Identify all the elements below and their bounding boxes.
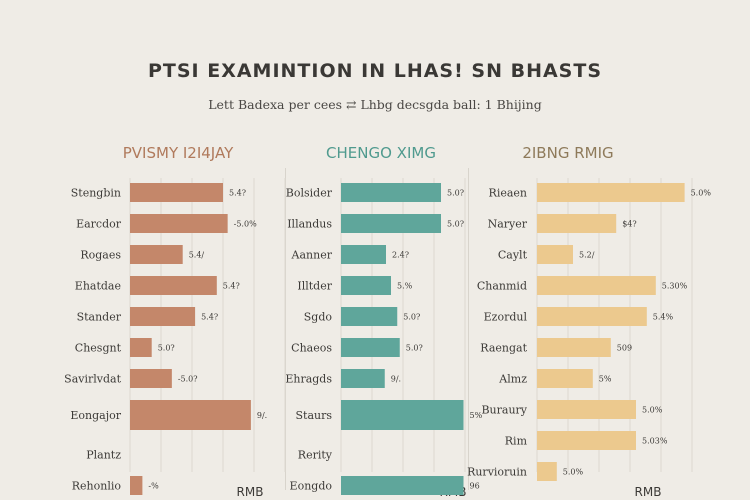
panel-title: 2IBNG RMIG (522, 144, 613, 162)
bar (341, 476, 464, 495)
bar (537, 245, 573, 264)
category-label: Caylt (498, 249, 528, 262)
panel-title: CHENGO XIMG (326, 144, 436, 162)
data-label: -5.0% (234, 220, 257, 229)
category-label: Naryer (488, 218, 528, 231)
bar (130, 245, 183, 264)
data-label: -% (148, 482, 159, 491)
panel-divider (468, 168, 469, 490)
axis-label: RMB (635, 485, 662, 499)
data-label: 5.% (397, 282, 413, 291)
data-label: 5.0? (447, 220, 464, 229)
data-label: 509 (617, 344, 632, 353)
bar (341, 183, 441, 202)
category-label: Stengbin (71, 187, 121, 200)
category-label: Savirlvdat (64, 373, 121, 386)
category-label: Aanner (291, 249, 333, 262)
data-label: 5.0% (642, 406, 663, 415)
category-label: Rehonlio (72, 480, 122, 493)
data-label: 5.0? (406, 344, 423, 353)
data-label: 5.0? (158, 344, 175, 353)
page-subtitle: Lett Badexa per cees ⇄ Lhbg decsgda ball… (208, 97, 542, 112)
category-label: Eongajor (70, 409, 121, 422)
bar (130, 276, 217, 295)
data-label: 5.0% (691, 189, 712, 198)
category-label: Bolsider (286, 187, 333, 200)
category-label: Ehatdae (75, 280, 121, 293)
bar (537, 400, 636, 419)
bar (341, 214, 441, 233)
category-label: Raengat (480, 342, 527, 355)
data-label: 2.4? (392, 251, 409, 260)
data-label: 5.0? (403, 313, 420, 322)
category-label: Rim (505, 435, 528, 448)
category-label: Ehragds (285, 373, 332, 386)
category-label: Rogaes (80, 249, 121, 262)
bar (130, 183, 223, 202)
category-label: Illtder (297, 280, 332, 293)
bar (537, 214, 617, 233)
category-label: Chanmid (477, 280, 527, 293)
axis-label: RMB (237, 485, 264, 499)
bar (130, 338, 152, 357)
category-label: Ezordul (484, 311, 528, 324)
category-label: Chesgnt (75, 342, 122, 355)
bar (537, 369, 593, 388)
category-label: Plantz (86, 449, 121, 462)
bar (537, 462, 557, 481)
bar (537, 307, 647, 326)
data-label: 96 (470, 482, 480, 491)
data-label: 5.0% (563, 468, 584, 477)
bar (341, 400, 464, 430)
data-label: $4? (622, 220, 636, 229)
category-label: Buraury (481, 404, 527, 417)
panel-title: PVISMY I2I4JAY (123, 144, 234, 162)
data-label: 5.2/ (579, 251, 595, 260)
category-label: Rurvioruin (467, 466, 527, 479)
bar (341, 276, 391, 295)
bar (130, 369, 172, 388)
data-label: 9/. (257, 411, 267, 420)
data-label: 9/. (391, 375, 401, 384)
data-label: 5% (470, 411, 483, 420)
bar (130, 476, 143, 495)
category-label: Sgdo (304, 311, 333, 324)
category-label: Stander (77, 311, 122, 324)
data-label: 5.03% (642, 437, 668, 446)
data-label: 5% (599, 375, 612, 384)
page-title: PTSI EXAMINTION IN LHAS! SN BHASTS (147, 60, 603, 82)
bar (341, 338, 400, 357)
category-label: Almz (498, 373, 527, 386)
axis-label: RMB (440, 485, 467, 499)
category-label: Earcdor (76, 218, 122, 231)
data-label: 5.30% (662, 282, 688, 291)
data-label: 5.4? (201, 313, 218, 322)
category-label: Staurs (295, 409, 332, 422)
category-label: Chaeos (291, 342, 332, 355)
category-label: Rieaen (489, 187, 527, 200)
bar (130, 400, 251, 430)
data-label: 5.4? (223, 282, 240, 291)
bar (130, 214, 228, 233)
bar (537, 183, 685, 202)
bar (537, 431, 636, 450)
bar (341, 245, 386, 264)
category-label: Eongdo (290, 480, 333, 493)
bar (341, 369, 385, 388)
data-label: 5.0? (447, 189, 464, 198)
bar (130, 307, 196, 326)
data-label: 5.4? (229, 189, 246, 198)
data-label: 5.4% (653, 313, 674, 322)
bar (537, 276, 656, 295)
bar (537, 338, 611, 357)
category-label: Rerity (298, 449, 333, 462)
category-label: Illandus (287, 218, 332, 231)
data-label: 5.4/ (189, 251, 205, 260)
bar (341, 307, 398, 326)
panel-divider (285, 168, 286, 490)
data-label: -5.0? (178, 375, 198, 384)
